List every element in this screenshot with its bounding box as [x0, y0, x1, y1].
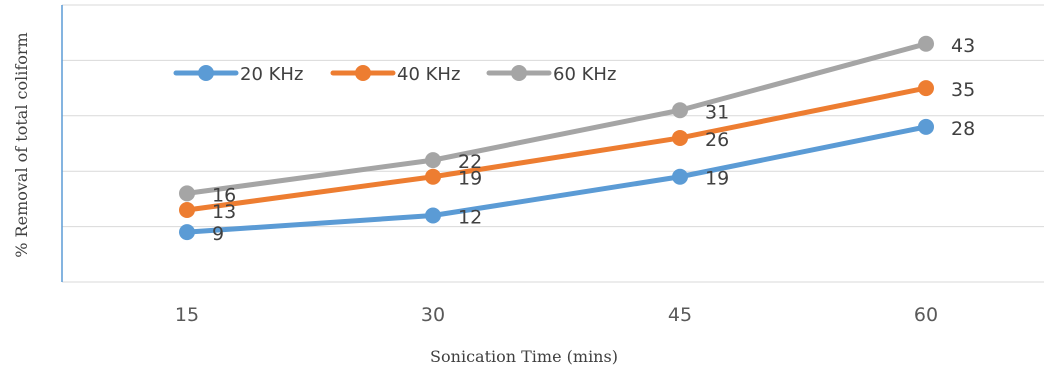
data-point: [672, 102, 688, 119]
x-tick-label: 15: [175, 304, 199, 326]
data-point: [918, 80, 934, 97]
legend-item: 20 KHz: [173, 64, 303, 85]
series-line: [184, 85, 929, 213]
legend-label: 20 KHz: [240, 64, 303, 85]
series-layer: 9 12 19 28 13 19 26 35 16 22 31 43: [179, 35, 975, 245]
data-label: 16: [212, 184, 236, 206]
series-2: 13 19 26 35: [179, 79, 975, 223]
data-point: [918, 35, 934, 52]
series-3: 16 22 31 43: [179, 35, 975, 206]
data-point: [425, 152, 441, 169]
legend-swatch-marker: [511, 65, 527, 81]
x-axis-title: Sonication Time (mins): [430, 347, 618, 366]
data-label: 12: [458, 207, 482, 229]
data-label: 19: [458, 168, 482, 190]
series-line: [184, 124, 929, 235]
data-point: [179, 201, 195, 218]
legend-label: 40 KHz: [397, 64, 460, 85]
data-point: [672, 129, 688, 146]
legend-swatch-marker: [355, 65, 371, 81]
x-tick-label: 60: [914, 304, 938, 326]
data-point: [918, 118, 934, 135]
data-label: 26: [705, 129, 729, 151]
series-line: [184, 41, 929, 196]
data-point: [425, 168, 441, 185]
data-label: 31: [705, 101, 729, 123]
series-1: 9 12 19 28: [179, 118, 975, 245]
data-label: 9: [212, 223, 224, 245]
data-label: 43: [951, 35, 975, 57]
legend-item: 40 KHz: [330, 64, 460, 85]
data-point: [672, 168, 688, 185]
legend-label: 60 KHz: [553, 64, 616, 85]
x-tick-labels: 15 30 45 60: [175, 304, 938, 326]
data-point: [179, 224, 195, 241]
data-label: 35: [951, 79, 975, 101]
legend-item: 60 KHz: [486, 64, 616, 85]
data-label: 28: [951, 118, 975, 140]
data-label: 19: [705, 168, 729, 190]
data-label: 13: [212, 201, 236, 223]
data-point: [425, 207, 441, 224]
legend: 20 KHz 40 KHz 60 KHz: [173, 64, 616, 85]
data-point: [179, 185, 195, 202]
x-tick-label: 30: [421, 304, 445, 326]
y-axis-title: % Removal of total coliform: [12, 32, 31, 257]
legend-swatch-marker: [198, 65, 214, 81]
data-label: 22: [458, 151, 482, 173]
gridlines: [62, 4, 1044, 283]
x-tick-label: 45: [668, 304, 692, 326]
